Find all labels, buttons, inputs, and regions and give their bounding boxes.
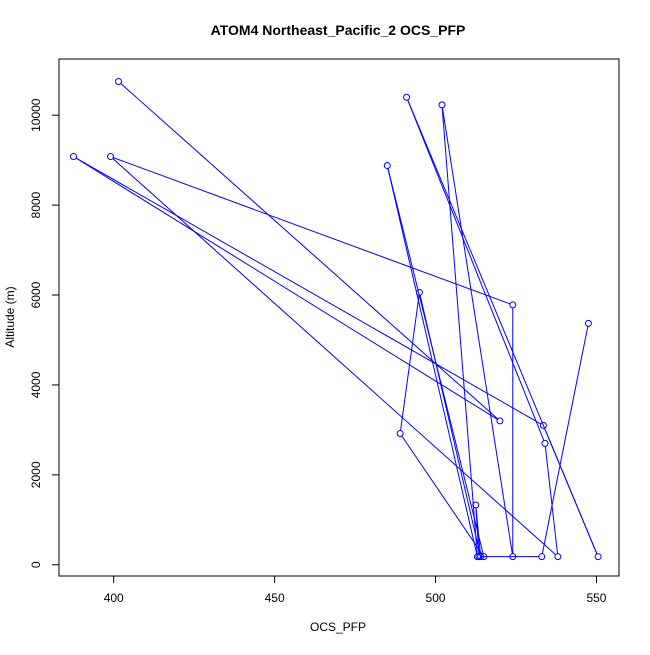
series-points <box>69 77 602 561</box>
series-line-segment <box>75 157 498 420</box>
data-point <box>115 77 123 85</box>
data-point <box>509 553 517 561</box>
data-point <box>475 553 483 561</box>
data-point <box>403 93 411 101</box>
data-point <box>415 288 423 296</box>
x-tick-label: 550 <box>586 591 606 605</box>
series-line-segment <box>400 295 420 431</box>
y-tick-label: 10000 <box>29 98 43 132</box>
y-tick-label: 4000 <box>29 371 43 398</box>
data-point <box>438 101 446 109</box>
x-axis-label: OCS_PFP <box>310 620 366 634</box>
data-point <box>480 553 488 561</box>
data-point <box>106 153 114 161</box>
series-line-segment <box>541 326 589 554</box>
x-axis: 400 450 500 550 <box>104 575 607 605</box>
data-point <box>509 301 517 309</box>
y-tick-label: 0 <box>29 561 43 568</box>
series-line-segment <box>441 107 478 554</box>
data-point <box>396 429 404 437</box>
x-tick-label: 450 <box>265 591 285 605</box>
data-point <box>538 553 546 561</box>
data-point <box>539 421 547 429</box>
series-line-segment <box>419 295 481 554</box>
y-axis: 0 2000 4000 6000 8000 10000 <box>29 98 60 568</box>
y-tick-label: 2000 <box>29 461 43 488</box>
series-line-segment <box>113 157 511 305</box>
x-tick-label: 500 <box>426 591 446 605</box>
series-line-segment <box>407 99 545 441</box>
data-point <box>554 553 562 561</box>
chart-title: ATOM4 Northeast_Pacific_2 OCS_PFP <box>211 22 466 38</box>
series-line-segment <box>401 435 483 555</box>
data-point <box>584 319 592 327</box>
data-point <box>69 153 77 161</box>
series-line-segment <box>441 107 513 554</box>
data-point <box>472 501 480 509</box>
series-line-segment <box>544 446 559 554</box>
series-line-segment <box>112 158 556 556</box>
data-point <box>496 417 504 425</box>
series-lines <box>75 83 598 558</box>
y-axis-label: Altitude (m) <box>3 286 17 347</box>
series-line-segment <box>475 507 480 554</box>
series-line-segment <box>387 168 478 554</box>
x-tick-label: 400 <box>104 591 124 605</box>
y-tick-label: 8000 <box>29 191 43 218</box>
data-point <box>594 553 602 561</box>
data-point <box>541 439 549 447</box>
data-point <box>383 162 391 170</box>
y-tick-label: 6000 <box>29 281 43 308</box>
series-line-segment <box>407 99 598 555</box>
